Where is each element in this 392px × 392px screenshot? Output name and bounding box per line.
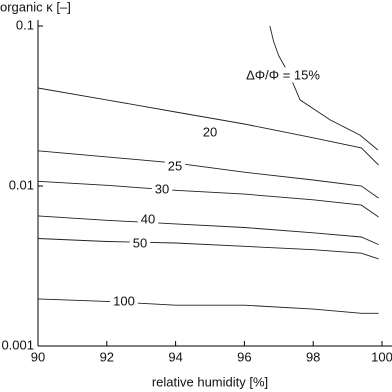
x-tick-label: 94 (168, 349, 182, 364)
x-axis-label: relative humidity [%] (152, 374, 268, 389)
x-tick-label: 98 (306, 349, 320, 364)
contour-label: ΔΦ/Φ = 15% (246, 67, 320, 82)
contour-line (37, 150, 379, 199)
contour-label-bg (243, 67, 324, 83)
contour-label: 25 (168, 158, 182, 173)
contour-label: 40 (141, 211, 155, 226)
contour-line (37, 238, 379, 260)
x-tick-label: 100 (371, 349, 392, 364)
y-axis-label: organic κ [–] (0, 0, 71, 14)
contour-label-bg (137, 211, 159, 227)
y-tick-label: 0.001 (1, 337, 34, 352)
contour-label: 100 (113, 293, 135, 308)
x-tick-label: 96 (237, 349, 251, 364)
contour-label-bg (110, 293, 138, 309)
contour-line (37, 180, 379, 218)
y-tick-label: 0.01 (9, 177, 34, 192)
contour-label: 20 (203, 124, 217, 139)
contour-label: 50 (133, 235, 147, 250)
contour-line (37, 87, 379, 166)
contour-line (37, 298, 379, 314)
contour-label-bg (129, 235, 151, 251)
y-tick-label: 0.1 (16, 17, 34, 32)
contour-line (37, 215, 379, 246)
contour-line (269, 25, 379, 151)
contour-label: 30 (155, 181, 169, 196)
contour-label-bg (164, 158, 186, 174)
contour-label-bg (151, 181, 173, 197)
x-tick-label: 90 (31, 349, 45, 364)
x-tick-label: 92 (100, 349, 114, 364)
contour-label-bg (199, 124, 221, 140)
